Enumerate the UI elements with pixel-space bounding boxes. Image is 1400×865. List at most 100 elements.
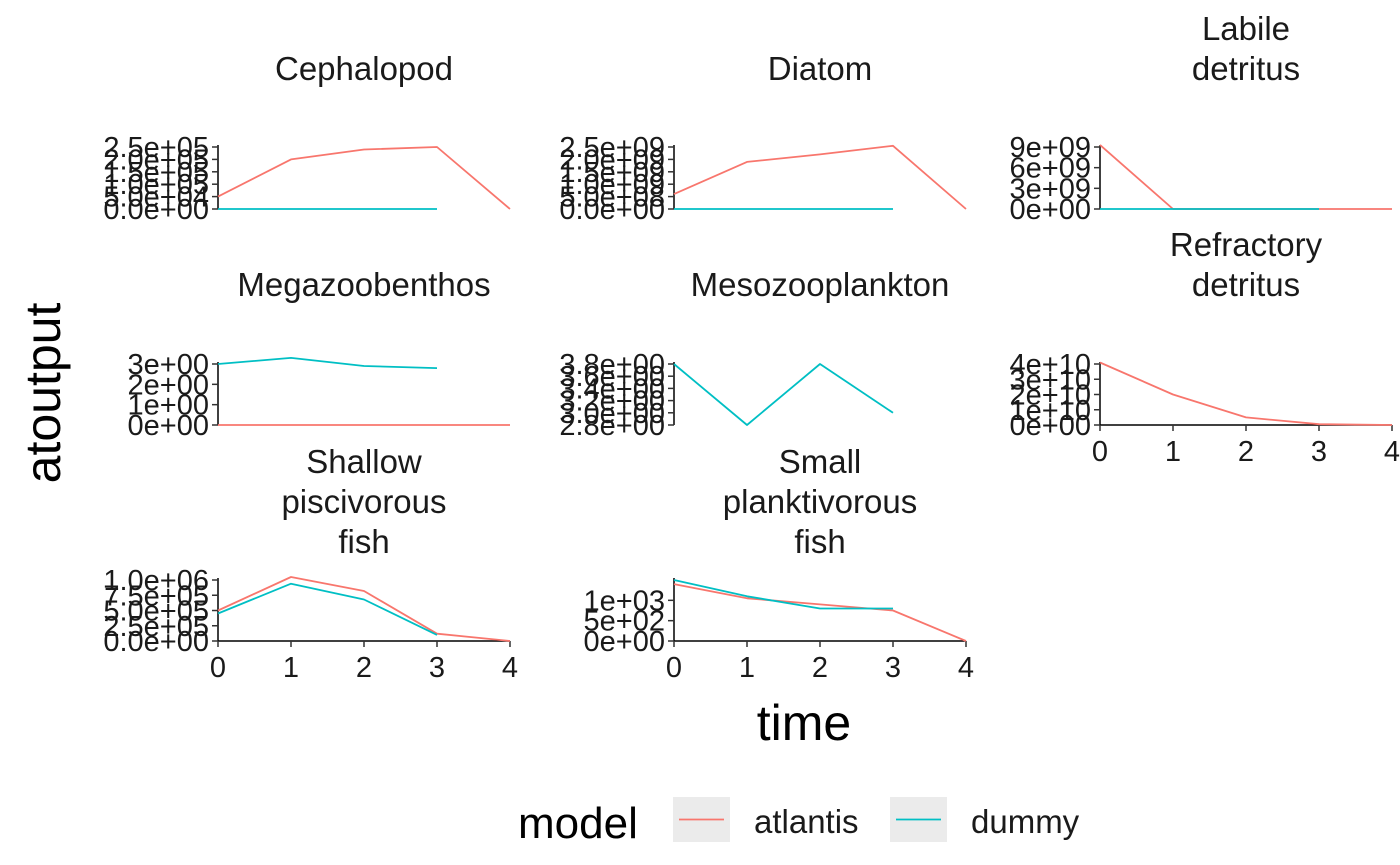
- panel-title-line: Shallow: [306, 443, 422, 480]
- y-tick-label: 2e+10: [1010, 380, 1091, 412]
- y-tick-label: 3e+10: [1010, 364, 1091, 396]
- panel-title-line: Refractory: [1170, 226, 1323, 263]
- y-tick-label: 2.0e+09: [559, 144, 665, 176]
- y-axis-title: atoutput: [15, 303, 71, 484]
- panel-title-line: Megazoobenthos: [237, 266, 490, 303]
- y-tick-label: 2.0e+05: [103, 144, 209, 176]
- y-tick-label: 2e+00: [128, 369, 209, 401]
- x-tick-label: 3: [885, 652, 901, 684]
- y-tick-label: 2.5e+09: [559, 132, 665, 164]
- legend-label-atlantis: atlantis: [754, 803, 859, 840]
- panel-title-line: fish: [794, 523, 845, 560]
- x-tick-label: 1: [283, 652, 299, 684]
- panel-title-line: Cephalopod: [275, 50, 453, 87]
- y-tick-label: 5.0e+08: [559, 182, 665, 214]
- y-tick-label: 4e+10: [1010, 349, 1091, 381]
- series-line-atlantis: [1099, 361, 1393, 426]
- x-tick-label: 0: [1092, 436, 1108, 468]
- y-tick-label: 3.6e+00: [559, 361, 665, 393]
- x-tick-label: 1: [739, 652, 755, 684]
- y-tick-label: 1.5e+09: [559, 157, 665, 189]
- y-tick-label: 5.0e+04: [103, 182, 209, 214]
- x-tick-label: 3: [1311, 436, 1327, 468]
- y-tick-label: 1.5e+05: [103, 157, 209, 189]
- y-tick-label: 0.0e+00: [103, 194, 209, 226]
- panel-title-line: piscivorous: [281, 483, 446, 520]
- y-tick-label: 1e+10: [1010, 395, 1091, 427]
- panel-title-line: Labile: [1202, 10, 1290, 47]
- panel-title-line: planktivorous: [723, 483, 917, 520]
- x-tick-label: 4: [958, 652, 974, 684]
- x-tick-label: 4: [1384, 436, 1400, 468]
- y-tick-label: 1.0e+06: [103, 565, 209, 597]
- x-tick-label: 4: [502, 652, 518, 684]
- series-line-atlantis: [1099, 144, 1392, 210]
- y-tick-label: 0e+00: [584, 626, 665, 658]
- y-tick-label: 3e+09: [1010, 173, 1091, 205]
- x-tick-label: 0: [666, 652, 682, 684]
- x-tick-label: 2: [356, 652, 372, 684]
- y-tick-label: 2.5e+05: [103, 611, 209, 643]
- y-tick-label: 5e+02: [584, 606, 665, 638]
- y-tick-label: 0e+00: [128, 410, 209, 442]
- panel-title: Diatom: [768, 50, 873, 87]
- y-tick-label: 5.0e+05: [103, 596, 209, 628]
- panel-mesozooplankton: Mesozooplankton 2.8e+003.0e+003.2e+003.4e…: [559, 266, 949, 442]
- y-tick-label: 3.2e+00: [559, 386, 665, 418]
- x-tick-label: 2: [1238, 436, 1254, 468]
- y-tick-label: 1.0e+09: [559, 169, 665, 201]
- series-line-dummy: [217, 582, 438, 636]
- y-tick-label: 2.5e+05: [103, 132, 209, 164]
- panel-cephalopod: Cephalopod 0.0e+005.0e+041.0e+051.5e+052.…: [103, 50, 511, 226]
- series-line-dummy: [673, 363, 894, 426]
- y-tick-label: 0e+00: [1010, 410, 1091, 442]
- panel-title: Cephalopod: [275, 50, 453, 87]
- legend-label-dummy: dummy: [971, 803, 1080, 840]
- x-tick-label: 0: [210, 652, 226, 684]
- y-tick-label: 1.0e+05: [103, 169, 209, 201]
- panel-title-line: Mesozooplankton: [691, 266, 950, 303]
- panel-title-line: fish: [338, 523, 389, 560]
- y-tick-label: 0e+00: [1010, 194, 1091, 226]
- y-tick-label: 3.8e+00: [559, 349, 665, 381]
- legend-title: model: [518, 799, 638, 848]
- y-tick-label: 3.0e+00: [559, 398, 665, 430]
- panel-title-line: Small: [779, 443, 862, 480]
- x-tick-label: 2: [812, 652, 828, 684]
- x-axis-title: time: [757, 695, 851, 751]
- y-tick-label: 6e+09: [1010, 153, 1091, 185]
- y-tick-label: 0.0e+00: [559, 194, 665, 226]
- facet-panels: Cephalopod0.0e+005.0e+041.0e+051.5e+052.…: [103, 10, 1400, 684]
- y-tick-label: 3.4e+00: [559, 373, 665, 405]
- series-line-atlantis: [673, 144, 967, 210]
- x-tick-label: 1: [1165, 436, 1181, 468]
- panel-diatom: Diatom 0.0e+005.0e+081.0e+091.5e+092.0e+0…: [559, 50, 967, 226]
- series-line-atlantis: [673, 583, 967, 642]
- legend: model atlantis dummy: [518, 797, 1080, 848]
- x-tick-label: 3: [429, 652, 445, 684]
- y-tick-label: 3e+00: [128, 349, 209, 381]
- series-line-dummy: [673, 579, 893, 610]
- y-tick-label: 1e+00: [128, 390, 209, 422]
- y-tick-label: 1e+03: [584, 585, 665, 617]
- panel-title-line: Diatom: [768, 50, 873, 87]
- panel-title-line: detritus: [1192, 266, 1300, 303]
- panel-title: Megazoobenthos: [237, 266, 490, 303]
- series-line-dummy: [217, 356, 438, 369]
- y-tick-label: 9e+09: [1010, 132, 1091, 164]
- y-tick-label: 2.8e+00: [559, 410, 665, 442]
- y-tick-label: 0.0e+00: [103, 626, 209, 658]
- series-line-atlantis: [217, 576, 511, 642]
- panel-title-line: detritus: [1192, 50, 1300, 87]
- y-tick-label: 7.5e+05: [103, 580, 209, 612]
- series-line-atlantis: [217, 146, 511, 210]
